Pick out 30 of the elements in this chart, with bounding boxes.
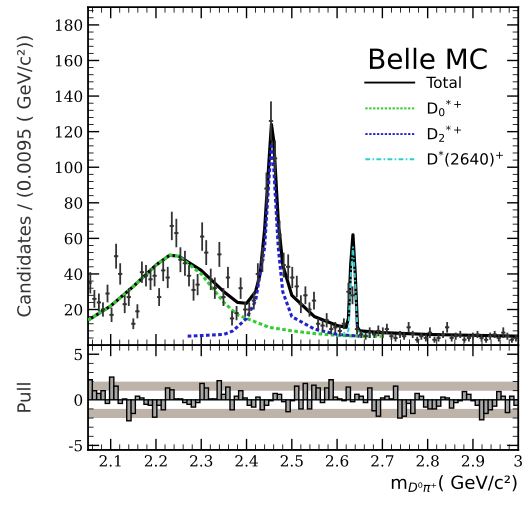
x-tick-label: 2.2 bbox=[144, 455, 167, 467]
annotation: Belle MC bbox=[370, 48, 487, 70]
y-tick-label: 60 bbox=[64, 232, 82, 244]
x-tick-label: 2.4 bbox=[235, 455, 258, 467]
legend-label: D$^{*}$(2640)$^{+}$ bbox=[428, 150, 503, 166]
y-tick-label: 80 bbox=[64, 197, 82, 209]
x-tick-label: 2.5 bbox=[280, 455, 303, 467]
y-tick-label: 100 bbox=[56, 162, 82, 174]
legend-label: D$_{2}$$^{*+}$ bbox=[428, 125, 461, 142]
y-tick-label: 140 bbox=[56, 90, 82, 102]
y-tick-label: 120 bbox=[56, 126, 82, 138]
x-tick-label: 2.8 bbox=[416, 455, 439, 467]
y-axis-title: Candidates / (0.0095 ( GeV/c²)) bbox=[16, 36, 33, 317]
y-tick-label: -5 bbox=[68, 440, 82, 452]
x-axis-title: m$_{D⁰π⁺}$( GeV/c²) bbox=[392, 475, 517, 492]
y-tick-label: 20 bbox=[64, 304, 82, 316]
y-axis-title: Pull bbox=[16, 383, 31, 412]
legend-label: Total bbox=[426, 76, 461, 88]
y-tick-label: 180 bbox=[56, 19, 82, 31]
y-tick-label: 0 bbox=[74, 394, 82, 406]
x-tick-label: 2.3 bbox=[190, 455, 212, 467]
x-tick-label: 2.1 bbox=[100, 455, 121, 467]
x-tick-label: 3 bbox=[514, 455, 522, 467]
x-tick-label: 2.6 bbox=[326, 455, 348, 467]
x-tick-label: 2.7 bbox=[371, 455, 394, 467]
y-tick-label: 160 bbox=[56, 54, 82, 67]
x-tick-label: 2.9 bbox=[462, 455, 484, 467]
legend-label: D$_{0}$$^{*+}$ bbox=[428, 100, 461, 116]
y-tick-label: 40 bbox=[64, 268, 82, 280]
y-tick-label: 5 bbox=[74, 348, 82, 360]
